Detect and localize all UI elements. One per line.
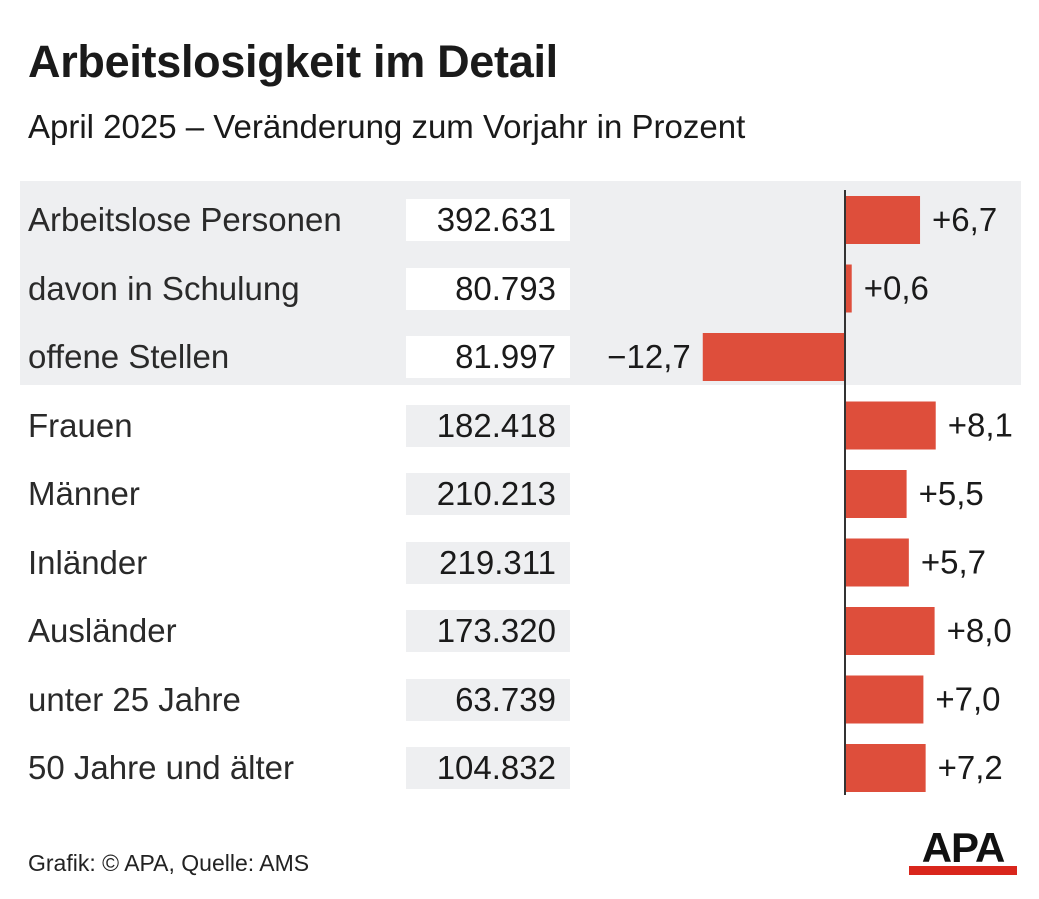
bar xyxy=(845,401,936,450)
absolute-value-box: 392.631 xyxy=(406,199,570,241)
data-label: +7,0 xyxy=(935,681,1000,718)
absolute-value-box: 80.793 xyxy=(406,267,570,310)
category-label: Inländer xyxy=(28,543,148,581)
bar xyxy=(702,333,845,381)
data-label: +5,7 xyxy=(921,544,986,581)
absolute-value: 80.793 xyxy=(455,269,556,307)
bar xyxy=(845,607,935,655)
absolute-value: 104.832 xyxy=(436,749,556,786)
absolute-value-box: 63.739 xyxy=(406,678,570,721)
bar xyxy=(845,470,907,518)
bar xyxy=(845,744,926,792)
absolute-value: 173.320 xyxy=(436,612,556,649)
absolute-value: 392.631 xyxy=(436,201,556,238)
data-label: +8,0 xyxy=(947,612,1012,649)
apa-logo: APA xyxy=(909,828,1017,875)
category-label: davon in Schulung xyxy=(28,269,300,307)
absolute-value-box: 210.213 xyxy=(406,473,570,515)
absolute-value-box: 173.320 xyxy=(406,610,570,652)
data-label: −12,7 xyxy=(607,338,691,375)
data-label: +8,1 xyxy=(948,407,1013,444)
absolute-value: 63.739 xyxy=(455,680,556,718)
bar xyxy=(845,264,852,313)
absolute-value-box: 81.997 xyxy=(406,336,570,378)
data-label: +5,5 xyxy=(919,475,984,512)
category-label: Frauen xyxy=(28,406,133,444)
chart-subtitle: April 2025 – Veränderung zum Vorjahr in … xyxy=(28,108,746,145)
source-credit: Grafik: © APA, Quelle: AMS xyxy=(28,850,310,876)
absolute-value-box: 182.418 xyxy=(406,404,570,447)
absolute-value-box: 104.832 xyxy=(406,747,570,789)
category-label: 50 Jahre und älter xyxy=(28,749,295,786)
category-label: unter 25 Jahre xyxy=(28,680,241,718)
absolute-value: 81.997 xyxy=(455,338,556,375)
absolute-value: 182.418 xyxy=(436,406,556,444)
absolute-value: 210.213 xyxy=(436,475,556,512)
absolute-value-box: 219.311 xyxy=(406,541,570,584)
svg-text:APA: APA xyxy=(922,828,1005,871)
bar xyxy=(845,675,924,724)
data-label: +0,6 xyxy=(864,270,929,307)
category-label: Arbeitslose Personen xyxy=(28,201,342,238)
bar xyxy=(845,538,909,587)
chart-title: Arbeitslosigkeit im Detail xyxy=(28,36,558,87)
category-label: offene Stellen xyxy=(28,338,230,375)
absolute-value: 219.311 xyxy=(439,543,556,581)
data-label: +7,2 xyxy=(938,749,1003,786)
bar xyxy=(845,196,921,244)
category-label: Männer xyxy=(28,475,140,512)
category-label: Ausländer xyxy=(28,612,177,649)
data-label: +6,7 xyxy=(932,201,997,238)
